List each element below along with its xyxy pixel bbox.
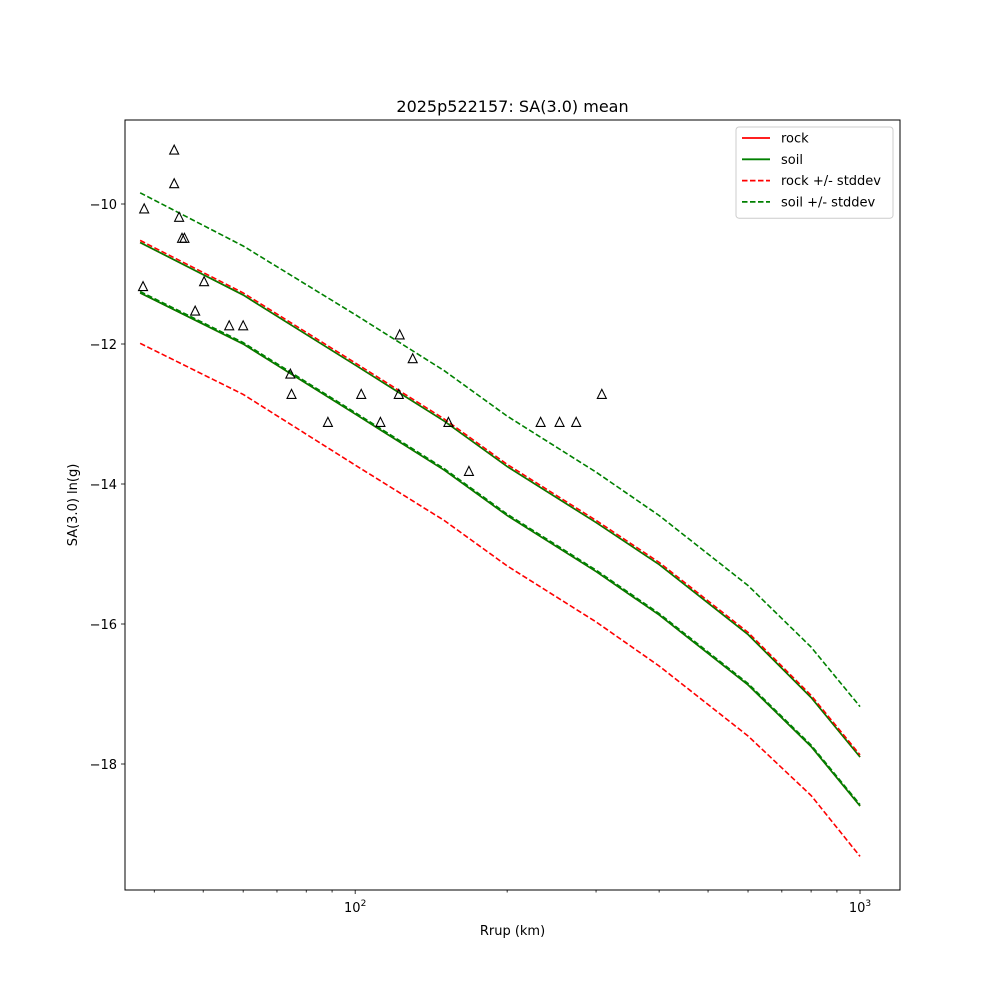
series-line-6 [139, 192, 861, 708]
observation-point [443, 416, 454, 427]
observation-point [223, 319, 235, 331]
legend: rock soil rock +/- stddev soil +/- stddev [735, 126, 894, 219]
observation-point [284, 367, 296, 379]
y-tick-label: −14 [90, 478, 117, 493]
observation-point [168, 177, 180, 189]
x-tick-label: 102 [344, 899, 366, 916]
y-tick-label: −18 [90, 758, 117, 773]
observation-point [394, 328, 406, 340]
observation-point [554, 416, 565, 427]
observation-layer [137, 143, 608, 476]
series-line-1 [139, 241, 861, 758]
x-tick-label: 103 [849, 899, 871, 916]
x-axis: 102 103 [153, 890, 871, 916]
legend-label: rock +/- stddev [781, 174, 881, 189]
observation-point [179, 232, 190, 243]
observation-point [375, 416, 386, 427]
observation-point [535, 416, 547, 427]
legend-label: soil +/- stddev [781, 195, 876, 210]
observation-point [198, 275, 210, 287]
series-line-7 [139, 290, 861, 806]
observation-point [355, 388, 367, 399]
series-line-3 [139, 292, 861, 807]
plot-frame [124, 119, 901, 891]
observation-point [173, 211, 185, 222]
series-line-4 [139, 239, 861, 756]
observation-point [286, 388, 297, 399]
legend-label: soil [781, 153, 803, 168]
series-layer [139, 192, 861, 857]
observation-point [237, 319, 249, 331]
observation-point [138, 202, 150, 214]
legend-box [735, 126, 894, 219]
observation-point [137, 280, 149, 292]
series-line-5 [139, 342, 861, 857]
observation-point [393, 388, 405, 399]
legend-label: rock [781, 132, 809, 147]
y-tick-label: −10 [90, 198, 117, 213]
y-axis: −10 −12 −14 −16 −18 [90, 198, 125, 773]
y-tick-label: −12 [90, 338, 117, 353]
observation-point [570, 416, 582, 427]
observation-point [407, 352, 419, 364]
chart-title: 2025p522157: SA(3.0) mean [396, 97, 628, 116]
y-tick-label: −16 [90, 618, 117, 633]
observation-point [463, 465, 475, 476]
y-axis-label: SA(3.0) ln(g) [66, 464, 81, 547]
x-axis-label: Rrup (km) [480, 924, 545, 939]
observation-point [189, 304, 201, 316]
observation-point [168, 143, 180, 155]
observation-point [322, 416, 334, 427]
observation-point [596, 388, 608, 399]
